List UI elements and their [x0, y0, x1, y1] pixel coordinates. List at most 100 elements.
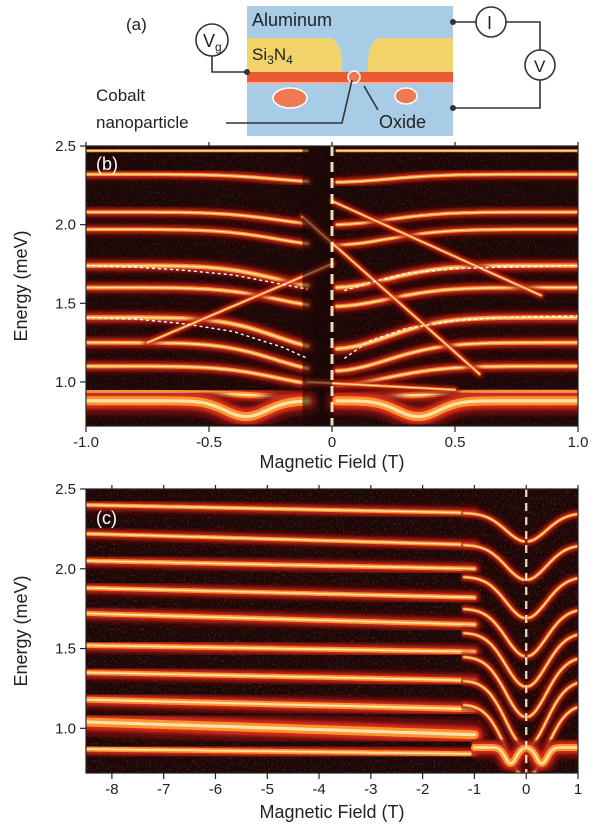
panel-b-dashed-fits [86, 264, 578, 360]
panel-b-ylabel: Energy (meV) [11, 230, 31, 341]
panel-c-chart: (c) -8 -7 -6 -5 -4 -3 -2 -1 0 1 1.0 1.5 2.0 2.5 Magne… [11, 481, 582, 822]
energy-level-trace [86, 587, 476, 599]
energy-level-trace [528, 545, 578, 581]
energy-level-trace [527, 746, 578, 765]
energy-level-trace [336, 341, 578, 372]
x-tick-label: -8 [105, 781, 118, 798]
panel-c-traces [86, 489, 578, 773]
y-tick-label: 2.0 [55, 561, 76, 578]
energy-level-trace [86, 720, 476, 737]
y-tick-label: 1.5 [55, 641, 76, 658]
y-tick-label: 2.0 [55, 217, 76, 234]
oxide-label: Oxide [379, 112, 426, 132]
energy-level-trace [86, 211, 309, 225]
energy-level-trace [86, 341, 309, 369]
dashed-fit-curve [343, 315, 578, 359]
voltage-label: V [534, 57, 546, 76]
x-tick-label: 0.5 [445, 434, 466, 451]
energy-level-trace [336, 286, 578, 308]
panel-a-label: (a) [126, 15, 147, 34]
energy-level-trace [86, 228, 309, 245]
cobalt-particle-left [272, 87, 308, 109]
x-tick-label: 1 [574, 781, 582, 798]
x-tick-label: -3 [364, 781, 377, 798]
energy-level-trace [463, 608, 525, 657]
cobalt-label-line1: Cobalt [96, 86, 145, 105]
panel-b-xlabel: Magnetic Field (T) [259, 452, 404, 472]
energy-level-trace [463, 632, 525, 687]
si3n4-layer [247, 38, 453, 72]
vg-label: V [203, 31, 215, 51]
energy-level-trace [86, 698, 476, 711]
panel-c-frame [85, 488, 579, 774]
energy-level-trace [528, 609, 578, 657]
x-tick-label: -1.0 [73, 434, 99, 451]
device-schematic: (a) Vg I [96, 6, 556, 136]
voltage-meter [524, 49, 556, 81]
y-tick-label: 1.0 [55, 720, 76, 737]
energy-level-trace [336, 173, 578, 183]
energy-level-trace [335, 399, 578, 419]
dashed-fit-curve [86, 316, 308, 360]
oxide-highlight [247, 82, 453, 84]
x-tick-label: 0 [522, 781, 530, 798]
energy-level-trace [463, 544, 525, 581]
si3n4-sub3: 3 [267, 53, 274, 67]
energy-level-trace [86, 365, 309, 384]
y-tick-label: 2.5 [55, 481, 76, 498]
energy-level-trace [86, 173, 309, 183]
dashed-fit-curve [344, 264, 578, 292]
si3n4-n: N [274, 45, 286, 64]
energy-level-trace [86, 644, 476, 653]
energy-level-trace [528, 577, 578, 619]
panel-c-ylabel: Energy (meV) [11, 575, 31, 686]
energy-level-trace [528, 682, 578, 748]
vg-meter [195, 23, 229, 57]
x-tick-label: 0 [328, 434, 336, 451]
energy-level-trace [528, 658, 578, 718]
energy-level-trace [463, 576, 525, 619]
x-tick-label: -1 [468, 781, 481, 798]
energy-level-trace [463, 680, 525, 748]
x-tick-label: -4 [312, 781, 325, 798]
x-tick-label: -0.5 [196, 434, 222, 451]
cobalt-particle-center [347, 70, 361, 84]
current-label: I [487, 13, 492, 33]
svg-text:Si3N4: Si3N4 [252, 45, 293, 67]
panel-b-label: (b) [96, 154, 118, 174]
cobalt-particle-right [394, 87, 418, 105]
energy-level-trace [86, 748, 476, 755]
panel-c-label: (c) [96, 508, 117, 528]
energy-level-trace [528, 513, 578, 542]
panel-b-traces [86, 146, 578, 426]
x-tick-label: -7 [157, 781, 170, 798]
energy-level-trace [473, 746, 525, 765]
svg-text:Vg: Vg [203, 31, 222, 54]
vg-wire [211, 56, 247, 73]
energy-level-trace [331, 200, 542, 296]
vg-subscript: g [215, 40, 222, 54]
y-tick-label: 1.0 [55, 374, 76, 391]
energy-level-trace [336, 365, 578, 386]
zero-field-gap [302, 146, 332, 426]
aluminum-plug [330, 38, 380, 74]
energy-level-trace [86, 264, 309, 287]
aluminum-label: Aluminum [252, 10, 332, 30]
x-tick-label: -2 [416, 781, 429, 798]
energy-level-trace [86, 504, 476, 514]
energy-level-trace [528, 634, 578, 687]
panel-c-xlabel: Magnetic Field (T) [259, 802, 404, 822]
energy-level-trace [86, 399, 309, 419]
si3n4-sub4: 4 [286, 53, 293, 67]
energy-level-trace [86, 671, 476, 682]
energy-level-trace [463, 512, 525, 542]
i-to-v-wire [506, 21, 541, 50]
x-tick-label: -5 [261, 781, 274, 798]
oxide-pointer-line [363, 85, 379, 111]
x-tick-label: 1.0 [568, 434, 589, 451]
cobalt-pointer-line [226, 79, 353, 124]
energy-level-trace [463, 656, 525, 718]
energy-level-trace [86, 286, 309, 306]
x-tick-label: -6 [209, 781, 222, 798]
